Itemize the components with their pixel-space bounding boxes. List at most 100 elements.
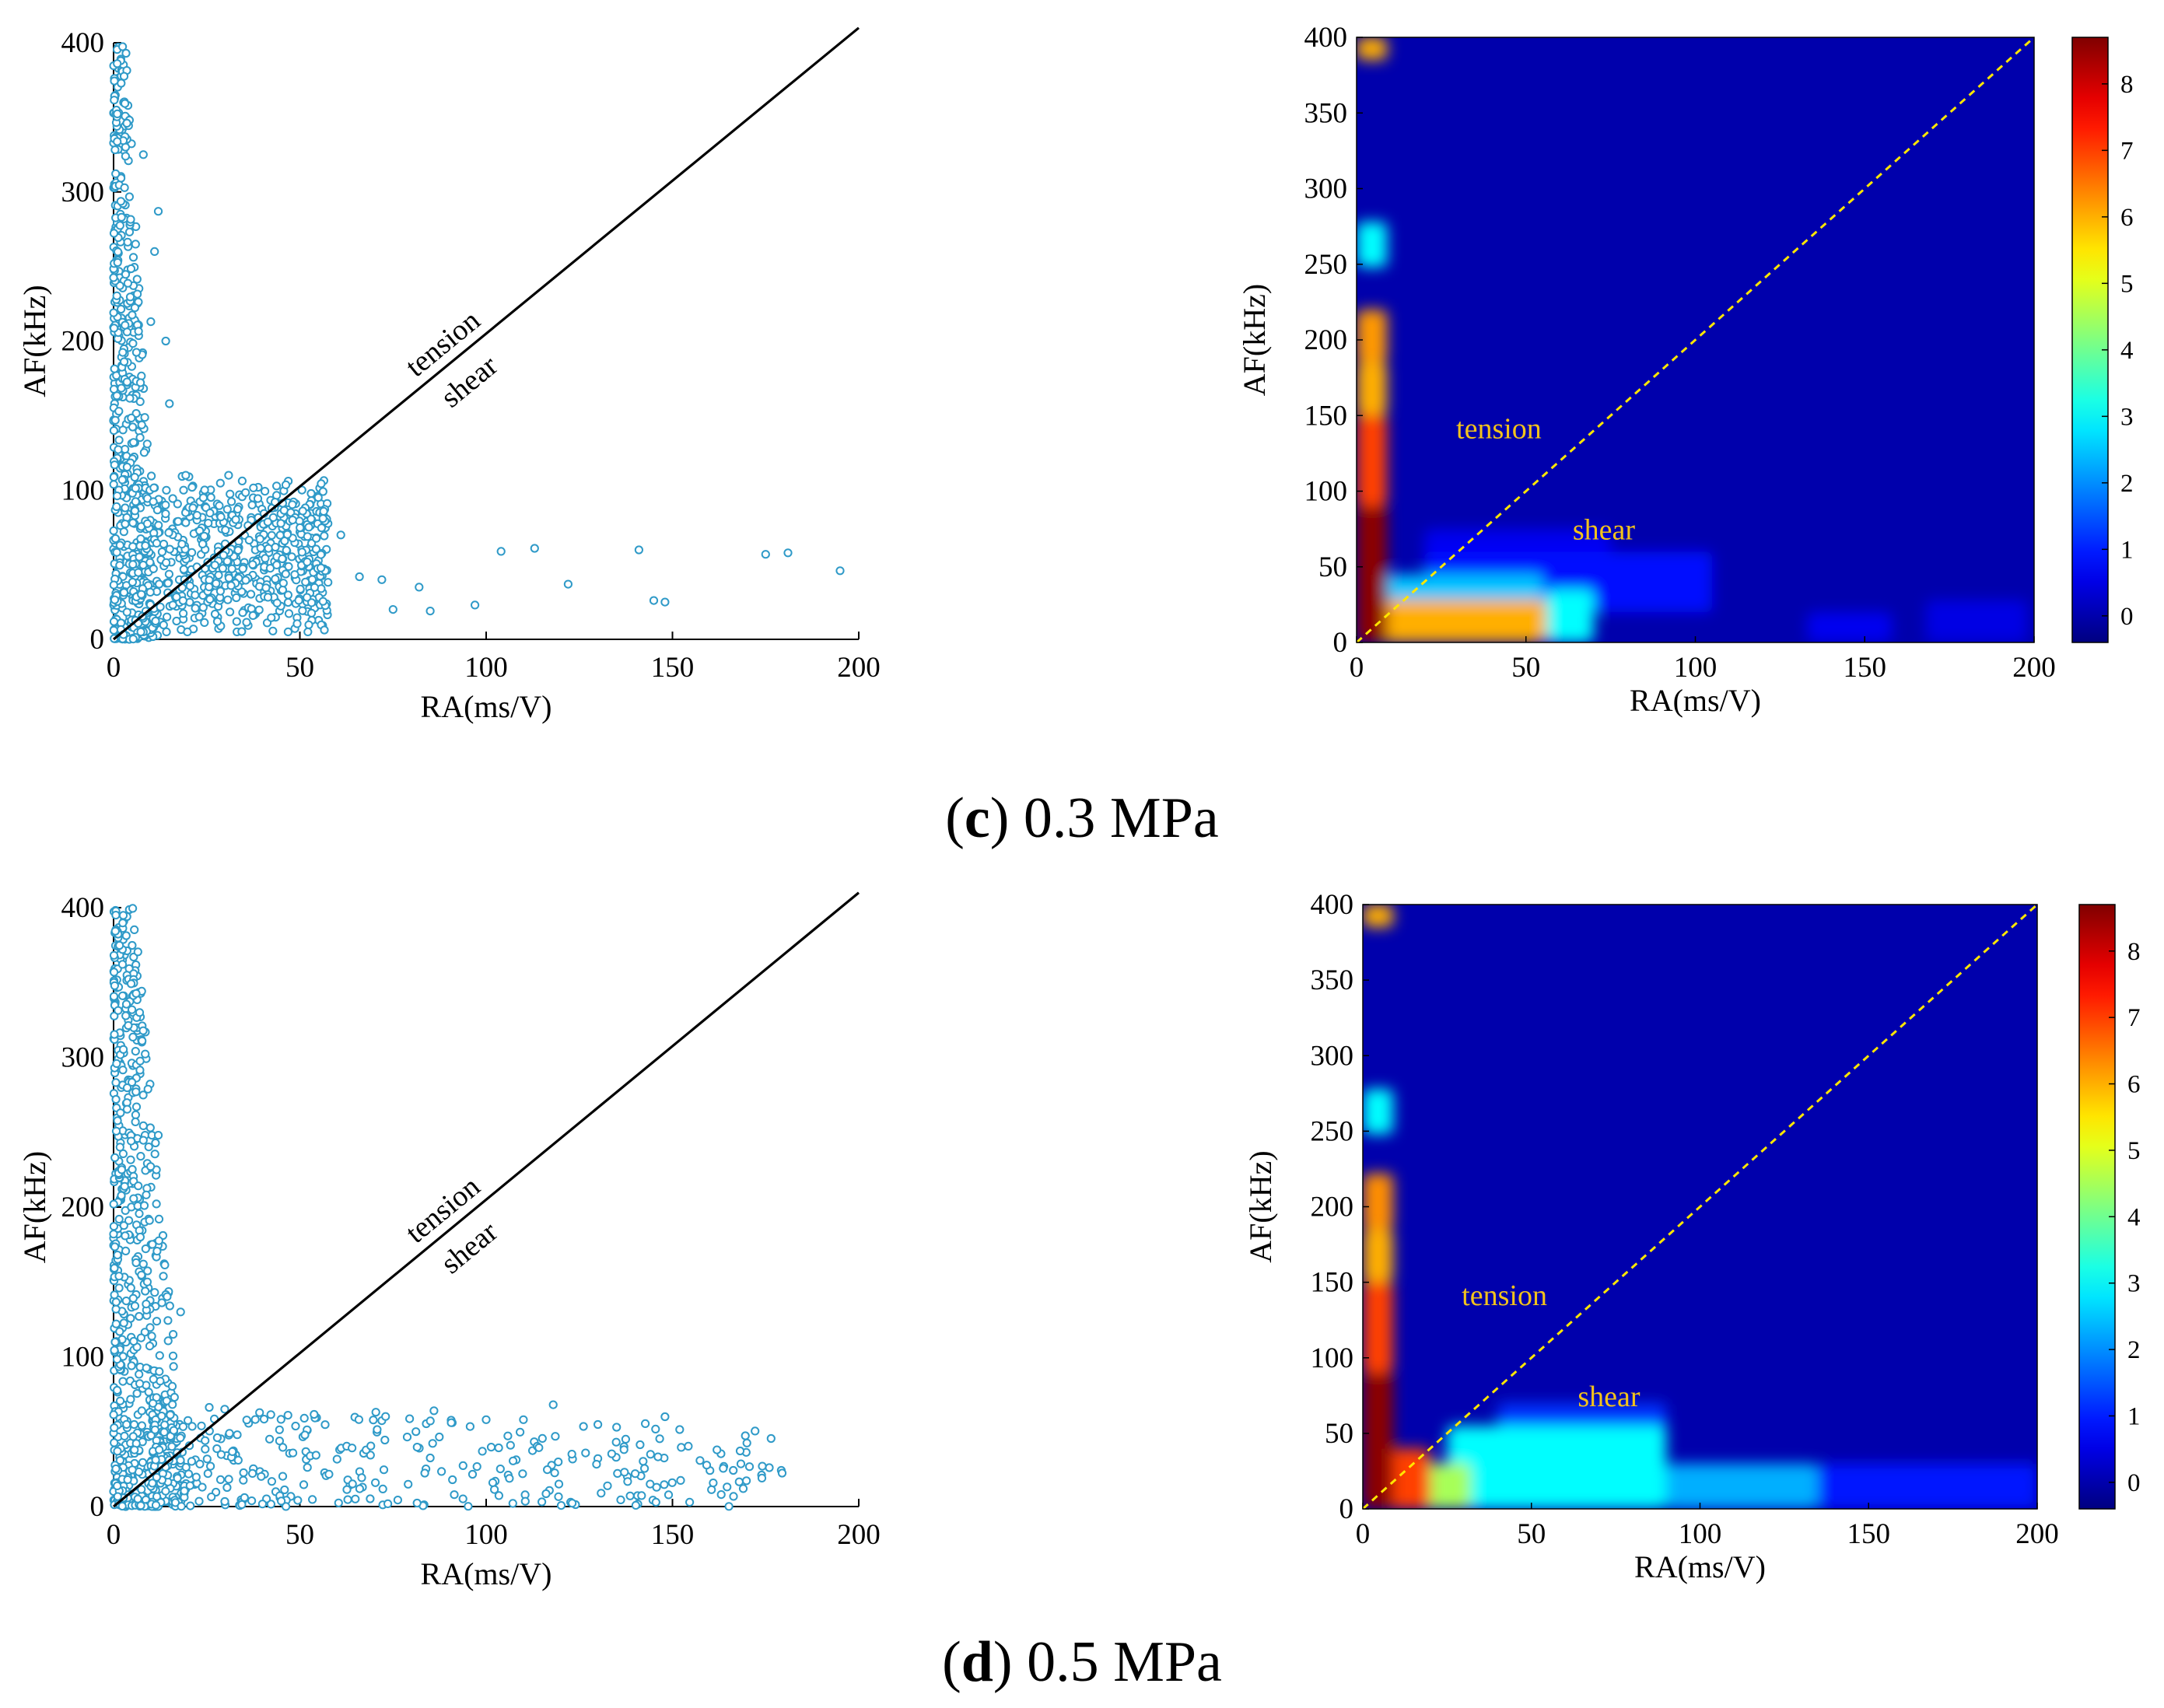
scatter-point xyxy=(109,617,119,626)
x-tick-label: 0 xyxy=(107,1519,121,1551)
scatter-point xyxy=(147,1332,156,1341)
scatter-point xyxy=(138,1259,148,1269)
caption-c-letter: c xyxy=(964,786,990,850)
scatter-point xyxy=(119,588,128,597)
scatter-point xyxy=(237,476,247,486)
colorbar-tick-label: 2 xyxy=(2120,470,2134,498)
scatter-point xyxy=(128,1005,137,1014)
scatter-point xyxy=(114,1006,123,1015)
scatter-point xyxy=(318,597,327,606)
scatter-point xyxy=(282,530,292,539)
density-cell xyxy=(1363,1229,1394,1283)
scatter-point xyxy=(266,1410,275,1419)
scatter-point xyxy=(122,607,131,617)
scatter-point xyxy=(378,1484,387,1494)
scatter-point xyxy=(267,613,276,622)
scatter-point xyxy=(761,550,770,559)
scatter-point xyxy=(639,1457,648,1466)
scatter-point xyxy=(151,1138,160,1148)
scatter-point xyxy=(135,1056,145,1066)
scatter-point xyxy=(141,541,150,551)
scatter-point xyxy=(115,1396,125,1405)
scatter-point xyxy=(117,960,128,969)
scatter-point xyxy=(141,1049,150,1059)
scatter-point xyxy=(435,1432,444,1442)
scatter-point xyxy=(131,1110,140,1120)
scatter-point xyxy=(207,1493,216,1502)
scatter-point xyxy=(198,493,208,502)
y-tick-label: 100 xyxy=(61,1342,105,1374)
scatter-point xyxy=(165,544,174,554)
scatter-point xyxy=(275,1425,284,1434)
scatter-point xyxy=(152,1472,161,1482)
y-tick-label: 50 xyxy=(1325,1418,1353,1450)
scatter-point xyxy=(122,1419,131,1430)
scatter-point xyxy=(115,1456,124,1465)
x-tick-label: 50 xyxy=(285,652,314,684)
scatter-point xyxy=(288,500,297,509)
scatter-point xyxy=(114,247,123,257)
scatter-point xyxy=(146,1162,156,1171)
colorbar: 0 1 2 3 4 5 6 7 8 xyxy=(2078,904,2141,1510)
scatter-point xyxy=(117,212,126,222)
density-cell xyxy=(1357,310,1388,363)
scatter-point xyxy=(611,1437,621,1447)
scatter-point xyxy=(631,1469,640,1479)
scatter-point xyxy=(278,579,288,588)
scatter-point xyxy=(348,1444,357,1453)
scatter-point xyxy=(231,515,240,524)
colorbar-tick-label: 7 xyxy=(2127,1004,2141,1032)
scatter-point xyxy=(198,1482,207,1492)
scatter-point xyxy=(278,1443,288,1452)
x-tick-label: 50 xyxy=(1517,1518,1546,1550)
scatter-point xyxy=(127,1136,136,1146)
scatter-point xyxy=(113,137,122,146)
scatter-point xyxy=(835,566,845,576)
colorbar-tick-label: 1 xyxy=(2127,1402,2141,1430)
scatter-point xyxy=(121,503,130,513)
scatter-point xyxy=(114,407,124,416)
scatter-point xyxy=(548,1400,558,1409)
scatter-point xyxy=(118,911,128,920)
scatter-point xyxy=(109,308,118,317)
scatter-point xyxy=(191,604,200,613)
scatter-point xyxy=(233,505,243,514)
scatter-point xyxy=(292,619,302,628)
scatter-point xyxy=(150,1150,159,1159)
scatter-point xyxy=(109,273,118,282)
scatter-point xyxy=(425,1453,435,1463)
scatter-point xyxy=(167,1442,177,1451)
scatter-point xyxy=(741,1431,750,1440)
scatter-point xyxy=(206,492,215,502)
scatter-point xyxy=(734,1477,744,1486)
density-cell xyxy=(1818,1463,2037,1509)
density-cell xyxy=(1423,1463,1471,1509)
scatter-point xyxy=(128,518,138,527)
scatter-point xyxy=(142,1190,151,1199)
scatter-point xyxy=(226,581,236,590)
scatter-point xyxy=(266,1500,275,1509)
scatter-point xyxy=(125,292,135,302)
scatter-point xyxy=(324,1469,334,1479)
scatter-point xyxy=(142,519,152,528)
scatter-point xyxy=(412,1498,422,1508)
y-axis-label: AF(kHz) xyxy=(17,1151,52,1263)
scatter-point xyxy=(277,1496,286,1506)
colorbar-gradient xyxy=(2071,37,2109,643)
scatter-point xyxy=(509,1456,518,1465)
scatter-point xyxy=(121,1231,130,1241)
scatter-point xyxy=(607,1449,617,1458)
scatter-point xyxy=(150,1425,159,1434)
scatter-point xyxy=(320,625,329,635)
scatter-point xyxy=(554,1479,564,1489)
scatter-point xyxy=(264,544,273,553)
scatter-point xyxy=(160,1420,170,1430)
scatter-point xyxy=(155,579,164,589)
scatter-point xyxy=(170,1498,180,1507)
x-tick-label: 150 xyxy=(1844,652,1887,684)
scatter-point xyxy=(138,1458,148,1467)
scatter-point xyxy=(119,1221,128,1230)
scatter-point xyxy=(198,603,208,612)
